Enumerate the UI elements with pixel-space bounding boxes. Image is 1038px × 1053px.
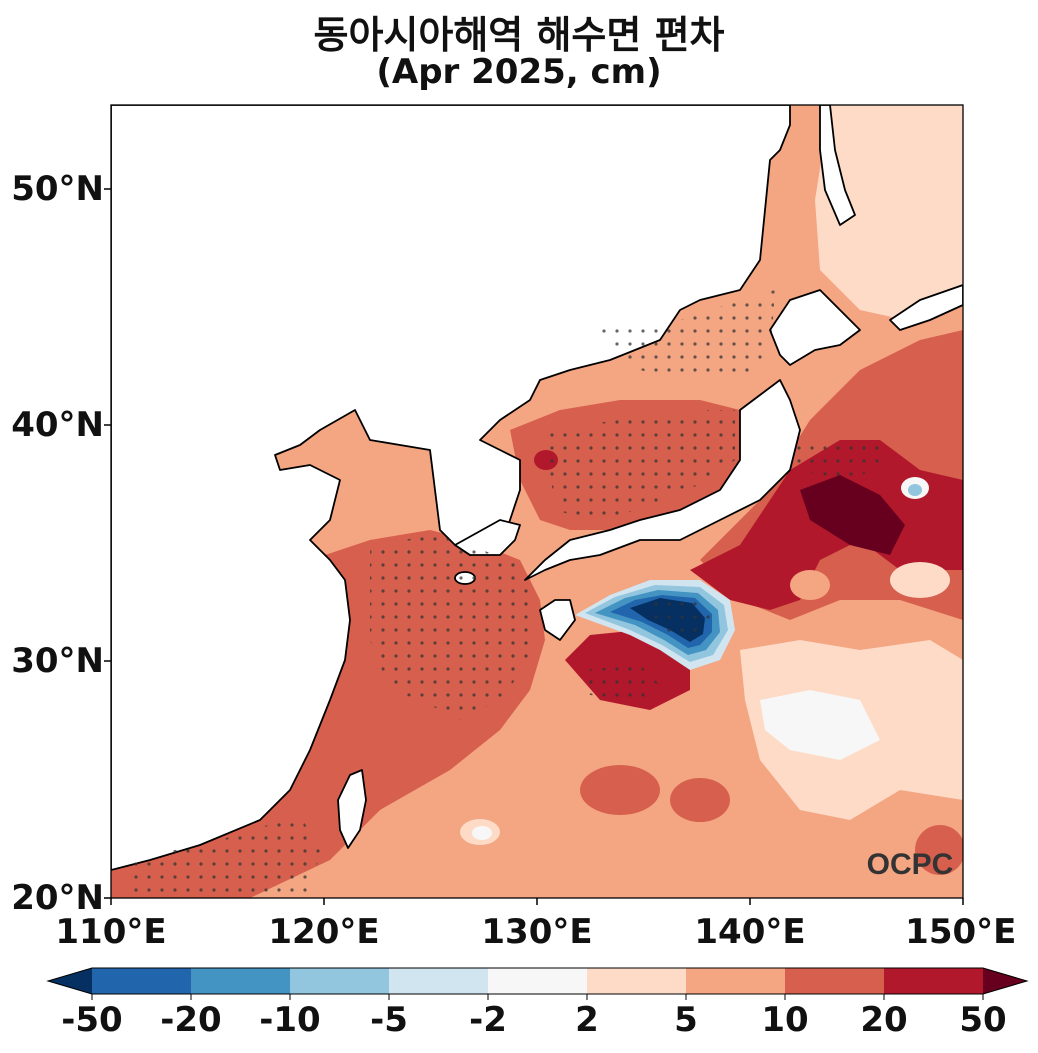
colorbar-label: -5 [370, 1000, 408, 1040]
axis-ticks [104, 188, 964, 905]
lat-label-50n: 50°N [11, 169, 104, 209]
colorbar-label: 20 [860, 1000, 908, 1040]
map-subtitle: (Apr 2025, cm) [376, 52, 662, 92]
lat-label-30n: 30°N [11, 641, 104, 681]
lon-label-110e: 110°E [55, 912, 167, 952]
colorbar-segment [785, 968, 884, 994]
colorbar-label: -10 [259, 1000, 321, 1040]
colorbar-segment [884, 968, 983, 994]
map-title: 동아시아해역 해수면 편차 [313, 13, 725, 57]
lon-label-130e: 130°E [481, 912, 593, 952]
colorbar-segment [290, 968, 389, 994]
colorbar-extend-low [48, 968, 92, 994]
lon-label-120e: 120°E [268, 912, 380, 952]
colorbar-segment [488, 968, 587, 994]
lat-label-40n: 40°N [11, 405, 104, 445]
lon-label-140e: 140°E [694, 912, 806, 952]
colorbar-label: -20 [160, 1000, 222, 1040]
colorbar-label: 50 [959, 1000, 1007, 1040]
ocpc-watermark: OCPC [867, 848, 954, 881]
colorbar [46, 967, 1029, 1000]
colorbar-label: 2 [575, 1000, 599, 1040]
colorbar-segment [686, 968, 785, 994]
colorbar-extend-high [983, 968, 1027, 994]
lat-label-20n: 20°N [11, 878, 104, 918]
colorbar-segment [92, 968, 191, 994]
colorbar-label: -50 [61, 1000, 123, 1040]
lon-label-150e: 150°E [905, 912, 1017, 952]
colorbar-segment [191, 968, 290, 994]
colorbar-label: 10 [761, 1000, 809, 1040]
significance-stippling [130, 290, 880, 898]
colorbar-label: 5 [674, 1000, 698, 1040]
land-mask [111, 105, 963, 871]
colorbar-segment [587, 968, 686, 994]
colorbar-segment [389, 968, 488, 994]
colorbar-label: -2 [469, 1000, 507, 1040]
